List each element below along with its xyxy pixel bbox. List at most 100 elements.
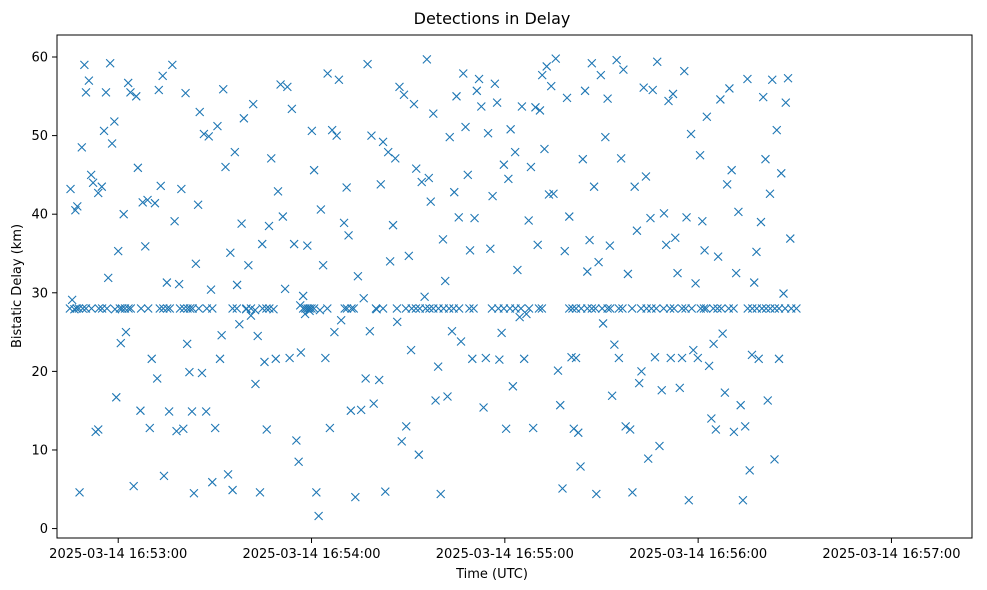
- detection-point: [320, 353, 330, 363]
- detection-point: [421, 304, 430, 313]
- y-tick-label: 30: [31, 286, 48, 301]
- detection-point: [237, 219, 246, 229]
- detection-point: [535, 106, 545, 115]
- detection-point: [420, 292, 429, 302]
- detection-point: [537, 304, 547, 313]
- detection-point: [228, 304, 237, 313]
- detection-point: [625, 425, 635, 434]
- detection-point: [515, 312, 525, 322]
- detection-point: [497, 328, 507, 338]
- detection-point: [411, 304, 421, 313]
- detection-point: [174, 279, 184, 289]
- detection-point: [150, 198, 160, 208]
- detection-point: [385, 256, 395, 266]
- detection-point: [627, 304, 637, 313]
- detection-point: [162, 304, 172, 313]
- detection-point: [195, 107, 205, 117]
- detection-point: [221, 162, 230, 172]
- detection-point: [582, 267, 592, 276]
- detection-point: [305, 304, 314, 313]
- detection-point: [93, 188, 103, 198]
- detection-point: [720, 388, 730, 397]
- detection-point: [752, 247, 761, 257]
- detection-point: [517, 102, 527, 111]
- detection-point: [485, 244, 495, 254]
- detection-point: [454, 212, 464, 222]
- detection-point: [422, 54, 432, 64]
- detection-point: [81, 87, 91, 97]
- detection-point: [346, 406, 356, 416]
- detection-point: [258, 304, 267, 313]
- detection-point: [666, 353, 676, 363]
- detection-point: [273, 187, 283, 196]
- detection-point: [785, 234, 795, 243]
- detection-point: [309, 165, 319, 175]
- detection-point: [307, 126, 317, 136]
- detection-point: [361, 374, 371, 383]
- detection-point: [628, 488, 637, 497]
- detection-point: [704, 361, 714, 371]
- detection-point: [619, 65, 628, 74]
- detection-point: [156, 181, 166, 191]
- y-tick-label: 10: [31, 443, 48, 458]
- detection-point: [659, 209, 669, 218]
- detection-point: [246, 311, 256, 320]
- detection-point: [86, 170, 96, 180]
- data-points: [65, 54, 801, 521]
- detection-point: [533, 240, 543, 250]
- detection-point: [424, 173, 434, 183]
- detection-point: [637, 366, 646, 376]
- detection-point: [225, 248, 235, 258]
- detection-point: [738, 495, 748, 505]
- detection-point: [630, 182, 640, 192]
- detection-point: [369, 399, 379, 408]
- detection-point: [655, 441, 664, 451]
- detection-point: [143, 195, 152, 205]
- detection-point: [673, 268, 682, 278]
- detection-point: [248, 99, 258, 109]
- detection-point: [564, 304, 574, 313]
- detection-point: [296, 348, 306, 357]
- detection-point: [677, 304, 687, 313]
- detection-point: [711, 425, 721, 434]
- detection-point: [194, 304, 204, 313]
- detection-point: [763, 396, 773, 405]
- detection-point: [621, 422, 631, 431]
- detection-point: [158, 304, 168, 313]
- detection-point: [598, 319, 608, 328]
- x-tick-label: 2025-03-14 16:56:00: [629, 547, 767, 562]
- detection-point: [651, 304, 661, 313]
- x-tick-label: 2025-03-14 16:57:00: [822, 547, 960, 562]
- detection-point: [582, 304, 592, 313]
- detection-point: [251, 379, 260, 389]
- detection-point: [770, 455, 779, 464]
- detection-point: [779, 289, 788, 298]
- detection-point: [378, 137, 388, 147]
- detection-point: [709, 339, 718, 349]
- detection-point: [776, 168, 786, 178]
- detection-point: [454, 304, 464, 313]
- detection-point: [449, 187, 459, 197]
- detection-point: [668, 89, 678, 99]
- detection-point: [490, 79, 500, 89]
- detection-point: [129, 481, 139, 491]
- detection-point: [365, 326, 375, 336]
- detection-point: [131, 91, 141, 101]
- detection-point: [571, 353, 581, 363]
- x-tick-label: 2025-03-14 16:54:00: [242, 547, 380, 562]
- detection-point: [499, 304, 509, 313]
- detection-point: [318, 260, 328, 270]
- y-tick-label: 50: [31, 129, 48, 144]
- detection-point: [181, 88, 190, 98]
- detection-point: [350, 492, 360, 502]
- detection-point: [97, 182, 107, 192]
- detection-point: [409, 99, 419, 109]
- detection-point: [600, 132, 610, 142]
- detection-point: [693, 353, 703, 363]
- detection-point: [537, 70, 547, 80]
- detection-point: [641, 172, 651, 181]
- detection-point: [197, 368, 207, 378]
- detection-point: [713, 252, 723, 262]
- detection-point: [323, 69, 333, 78]
- detection-point: [315, 305, 325, 315]
